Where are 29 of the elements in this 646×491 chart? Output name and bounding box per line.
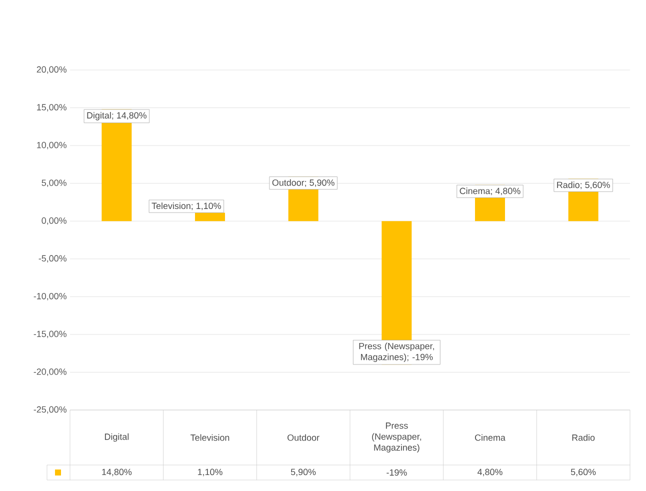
annotation: Cinema; 4,80% [460, 188, 520, 196]
y-tick-label: -10,00% [34, 292, 66, 300]
y-tick-label: 0,00% [42, 217, 66, 225]
data-label: 4,80% [477, 468, 502, 476]
data-label: -19% [386, 469, 407, 476]
data-label: 5,60% [570, 468, 596, 476]
data-label: 1,10% [198, 468, 222, 476]
annotation: Digital; 14,80% [87, 112, 146, 120]
bar [195, 212, 225, 222]
data-label: 5,90% [290, 468, 316, 476]
y-tick-label: -5,00% [38, 255, 66, 263]
annotation: Press (Newspaper, Magazines); -19% [359, 342, 434, 362]
y-tick-label: -15,00% [34, 330, 66, 338]
y-tick-label: -25,00% [34, 406, 66, 414]
y-tick-label: 10,00% [37, 142, 66, 150]
x-tick-label: Cinema [475, 434, 506, 441]
annotation: Outdoor; 5,90% [272, 179, 334, 187]
annotation: Television; 1,10% [152, 202, 221, 210]
x-tick-label: Radio [572, 434, 595, 441]
x-tick-label: Outdoor [288, 434, 320, 441]
y-tick-label: 15,00% [37, 104, 66, 112]
x-tick-label: Digital [104, 433, 129, 442]
data-label: 14,80% [102, 468, 132, 476]
annotation: Radio; 5,60% [557, 181, 610, 190]
x-tick-label: Press (Newspaper, Magazines) [372, 422, 422, 452]
x-tick-label: Television [190, 434, 230, 441]
y-tick-label: 5,00% [42, 180, 66, 188]
y-tick-label: 20,00% [36, 66, 66, 74]
y-tick-label: -20,00% [34, 368, 66, 376]
